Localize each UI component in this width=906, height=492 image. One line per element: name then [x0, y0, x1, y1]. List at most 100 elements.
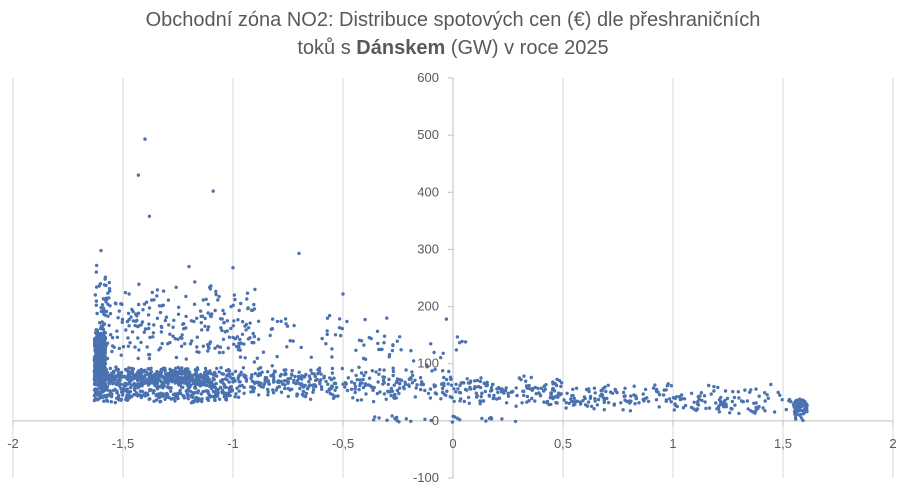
data-point [571, 387, 575, 391]
data-point [689, 391, 694, 395]
data-point [222, 320, 226, 325]
data-point [341, 292, 345, 296]
data-point [95, 311, 99, 316]
data-point [249, 308, 254, 312]
data-point [140, 389, 145, 394]
data-point [151, 331, 156, 335]
data-point [487, 394, 492, 398]
data-point [249, 390, 253, 394]
data-point [136, 382, 140, 386]
data-point [289, 372, 294, 376]
data-point [601, 396, 606, 400]
data-point [133, 345, 137, 349]
data-point [683, 403, 688, 408]
data-point [105, 394, 109, 398]
data-point [137, 372, 141, 376]
data-point [409, 419, 413, 423]
data-point [102, 399, 106, 403]
data-point [214, 289, 218, 294]
data-point [171, 368, 175, 373]
data-point [258, 373, 263, 377]
data-point [217, 397, 222, 401]
data-point [675, 404, 679, 409]
data-point [350, 368, 354, 373]
data-point [395, 415, 399, 420]
data-point [593, 391, 597, 395]
data-point [574, 399, 578, 403]
data-point [628, 409, 633, 413]
data-point [272, 375, 276, 379]
data-point [340, 366, 344, 371]
data-point [643, 387, 648, 392]
data-point [194, 373, 199, 377]
data-point [172, 318, 176, 322]
data-point [247, 326, 251, 330]
data-point [481, 399, 486, 403]
data-point [604, 389, 608, 394]
data-point [126, 336, 130, 340]
data-point [219, 326, 223, 330]
data-point [300, 392, 304, 397]
data-point [248, 321, 252, 325]
data-point [349, 387, 354, 391]
data-point [327, 388, 331, 392]
data-point [353, 384, 358, 388]
data-point [232, 319, 236, 323]
data-point [164, 315, 169, 319]
data-point [145, 381, 149, 385]
data-point [304, 391, 309, 396]
data-point [497, 385, 501, 390]
data-point [143, 368, 147, 372]
data-point [150, 381, 155, 385]
data-point [132, 381, 136, 386]
data-point [447, 369, 451, 374]
x-tick-labels: -2 -1,5 -1 -0,5 0 0,5 1 1,5 2 [7, 436, 896, 451]
data-point [689, 405, 694, 410]
data-point [465, 377, 469, 381]
data-point [95, 338, 99, 342]
data-point [795, 402, 800, 406]
data-point [179, 335, 183, 340]
data-point [592, 386, 597, 390]
data-point [131, 319, 135, 323]
data-point [429, 342, 433, 346]
data-point [238, 373, 242, 377]
data-point [557, 379, 562, 383]
data-point [159, 330, 164, 334]
data-point [141, 308, 145, 312]
data-point [109, 371, 114, 376]
data-point [151, 373, 155, 378]
data-point [554, 383, 559, 388]
data-point [286, 381, 290, 385]
data-point [380, 347, 384, 351]
data-point [602, 400, 606, 405]
data-point [286, 386, 290, 391]
data-point [432, 350, 436, 355]
data-point [215, 366, 219, 371]
data-point [200, 382, 205, 386]
data-point [320, 387, 324, 391]
data-point [246, 306, 250, 311]
data-point [578, 402, 583, 406]
data-point [468, 385, 472, 390]
data-point [707, 406, 712, 410]
data-point [752, 401, 756, 405]
data-point [108, 391, 113, 395]
data-point [411, 359, 416, 363]
data-point [555, 377, 559, 382]
data-point [281, 382, 286, 387]
data-point [130, 366, 134, 371]
data-point [271, 372, 276, 376]
data-point [236, 318, 240, 322]
data-point [763, 399, 767, 403]
data-point [331, 393, 335, 397]
data-point [196, 389, 201, 393]
data-point [218, 345, 223, 349]
y-tick-label: 200 [417, 299, 439, 314]
data-point [198, 309, 203, 313]
data-point [733, 403, 737, 407]
data-point [168, 332, 172, 336]
data-point [243, 324, 247, 328]
data-point [333, 381, 338, 386]
